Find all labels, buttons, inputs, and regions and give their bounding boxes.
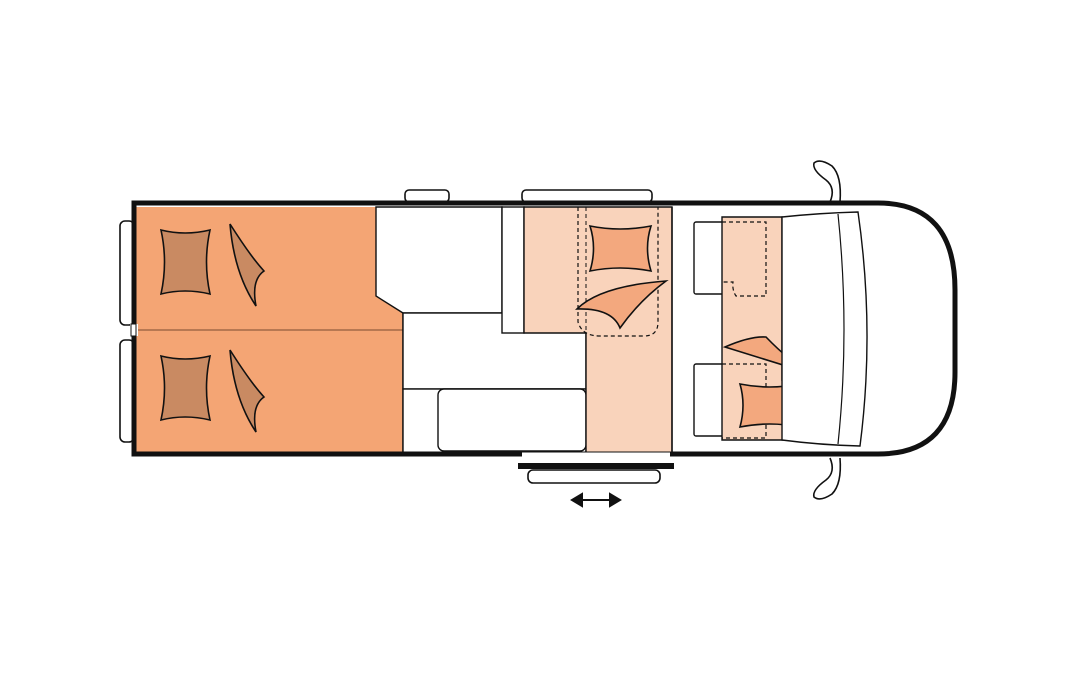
door-step xyxy=(527,469,661,484)
roof-vent-small xyxy=(404,189,450,203)
cab-seat-left-outline xyxy=(722,221,767,297)
door-rail xyxy=(518,463,674,469)
wardrobe xyxy=(375,206,503,314)
mirror-right-icon xyxy=(812,457,842,500)
cab-seat-left-back xyxy=(693,221,725,295)
double-arrow-icon xyxy=(570,492,622,508)
mirror-left-icon xyxy=(812,160,842,203)
rear-door-frame xyxy=(130,323,137,337)
cab-seat-right-back xyxy=(693,363,725,437)
roof-vent-large xyxy=(521,189,653,203)
cushion-icon xyxy=(575,224,669,330)
vehicle-body-outline xyxy=(131,200,958,457)
rear-door-gap xyxy=(130,324,138,336)
dashboard xyxy=(781,211,868,447)
dashboard-inner xyxy=(837,213,845,445)
dinette-table xyxy=(577,207,659,337)
bathroom-wall xyxy=(501,206,525,334)
pillow-icon xyxy=(159,223,266,433)
kitchen-cabinet xyxy=(437,388,587,452)
